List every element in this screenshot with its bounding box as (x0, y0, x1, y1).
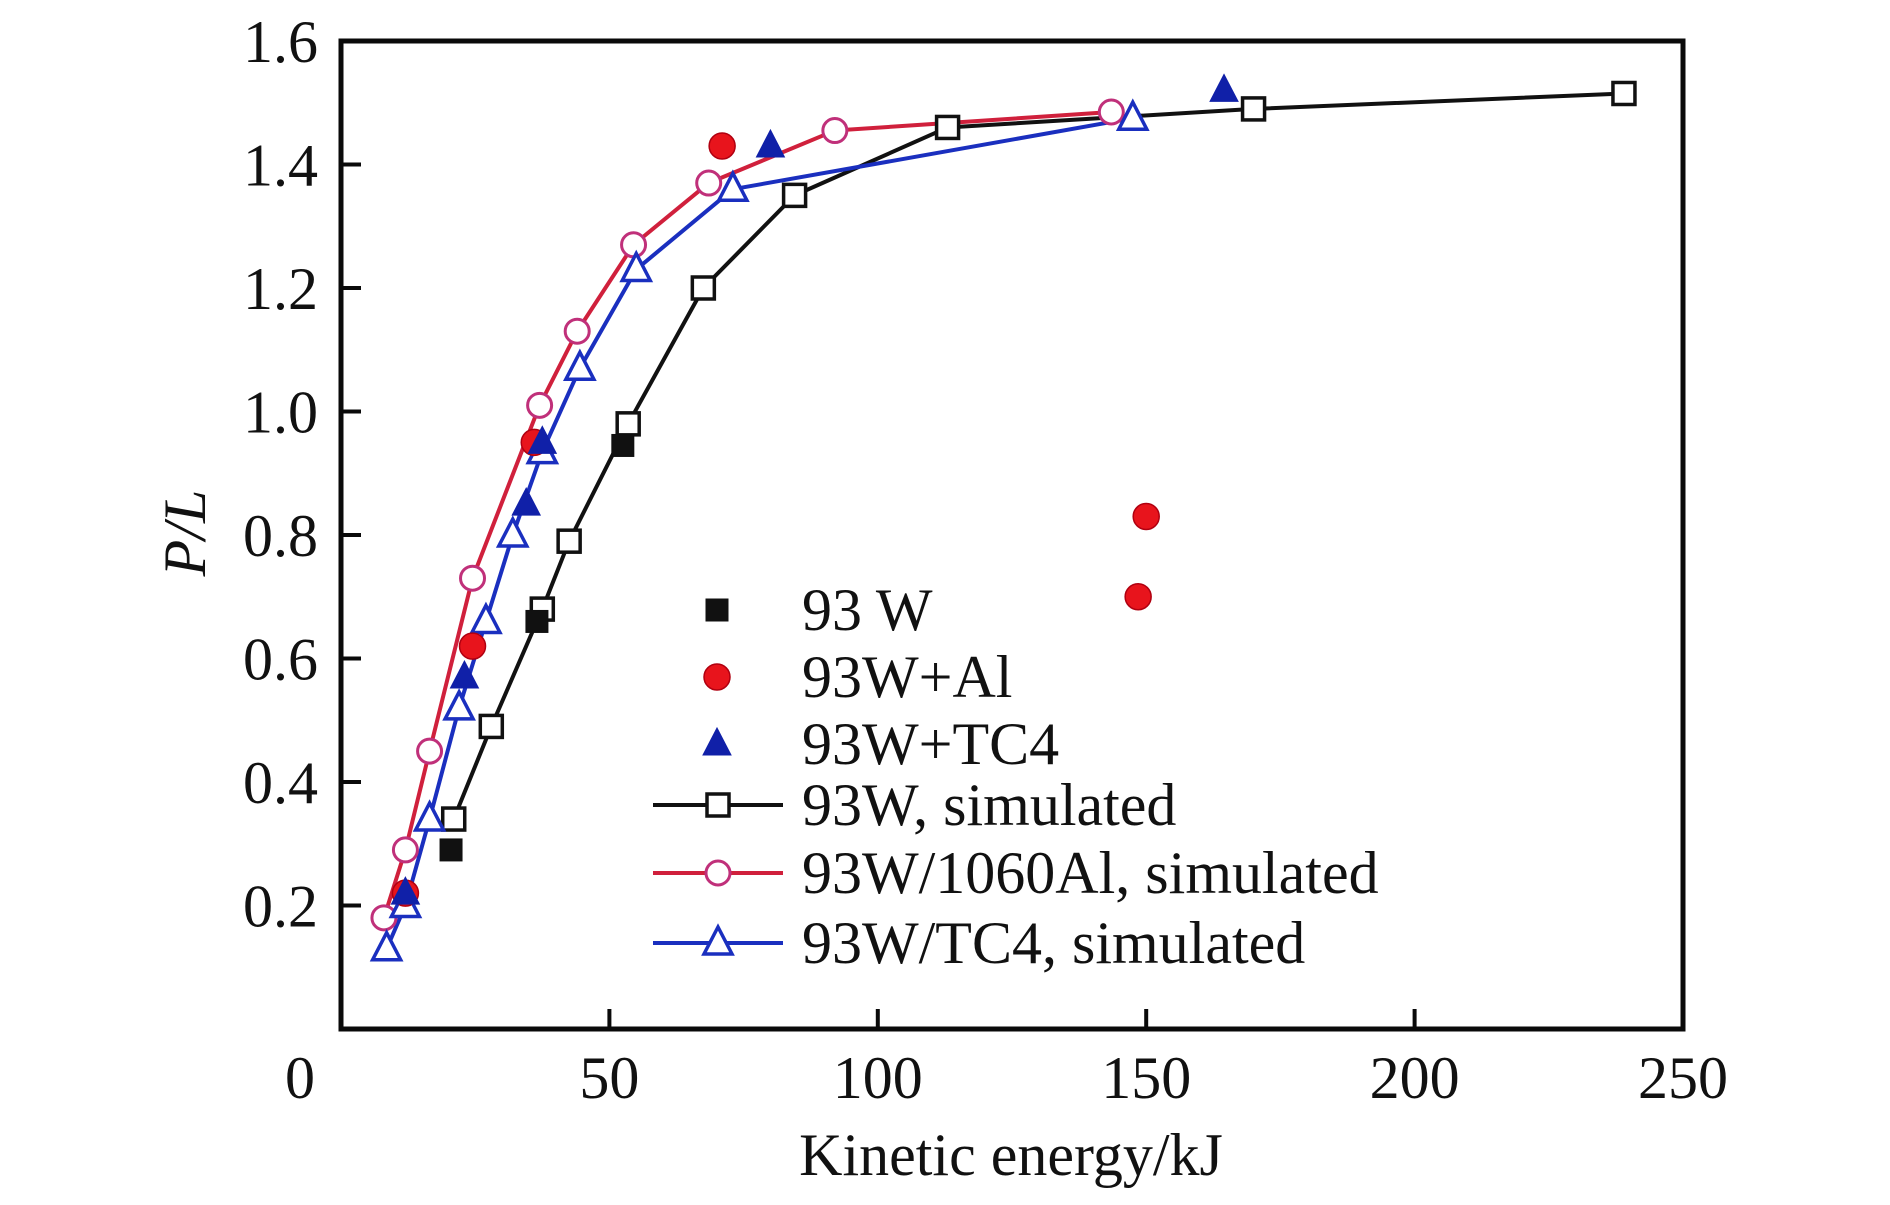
legend-item: 93W+Al (703, 644, 1012, 710)
x-tick-label: 200 (1370, 1045, 1460, 1111)
legend-label: 93W+Al (802, 644, 1012, 710)
legend-label: 93W+TC4 (802, 711, 1059, 777)
data-point (440, 806, 467, 832)
data-point (449, 659, 480, 689)
legend-item: 93 W (705, 577, 933, 643)
data-point (442, 688, 476, 721)
data-point (495, 515, 530, 548)
data-point (525, 609, 549, 633)
legend-marker (705, 792, 731, 818)
legend-item: 93W/TC4, simulated (653, 910, 1305, 976)
series-markers-0 (439, 433, 635, 862)
legend-item: 93W+TC4 (702, 711, 1059, 777)
x-tick-labels: 0 50 100 150 200 250 (285, 1045, 1728, 1111)
y-tick-label: 1.4 (243, 133, 318, 199)
x-tick-label: 100 (833, 1045, 923, 1111)
data-point (755, 128, 786, 158)
y-tick-label: 1.2 (243, 256, 318, 322)
legend-marker (701, 923, 735, 956)
legend-label: 93 W (802, 577, 933, 643)
legend-label: 93W, simulated (802, 772, 1176, 838)
data-point (1132, 502, 1160, 531)
data-point (416, 737, 444, 765)
legend-item: 93W, simulated (653, 772, 1176, 838)
data-point (934, 114, 961, 141)
x-tick-label: 250 (1638, 1045, 1728, 1111)
data-point (391, 836, 419, 864)
data-point (611, 433, 635, 457)
data-point (526, 391, 554, 419)
data-point (1209, 73, 1239, 102)
x-axis-title: Kinetic energy/kJ (799, 1122, 1223, 1188)
data-point (708, 132, 736, 160)
data-point (615, 411, 641, 437)
legend-label: 93W/1060Al, simulated (802, 840, 1379, 906)
data-point (511, 487, 542, 516)
plot-area (338, 38, 1686, 1032)
y-axis-title: P/L (152, 490, 218, 578)
x-tick-label: 150 (1101, 1045, 1191, 1111)
x-tick-label: 0 (285, 1045, 315, 1111)
data-point (1124, 583, 1152, 611)
legend-marker (705, 598, 729, 622)
y-tick-label: 0.8 (243, 503, 318, 569)
data-point (469, 601, 503, 635)
data-point (439, 838, 463, 862)
data-point (1611, 80, 1637, 107)
legend-marker (703, 663, 731, 691)
data-point (527, 425, 558, 454)
data-point (1115, 98, 1150, 131)
legend-marker (704, 859, 732, 887)
data-point (390, 876, 421, 905)
axis-ticks (341, 162, 1417, 1029)
data-point (695, 169, 723, 197)
x-tick-label: 50 (579, 1045, 639, 1111)
legend-label: 93W/TC4, simulated (802, 910, 1305, 976)
y-tick-label: 1.0 (243, 380, 318, 446)
y-tick-labels: 0.2 0.4 0.6 0.8 1.0 1.2 1.4 1.6 (243, 9, 318, 940)
data-point (412, 799, 447, 832)
data-point (821, 117, 849, 145)
data-point (1097, 98, 1125, 126)
data-point (459, 564, 487, 592)
legend-item: 93W/1060Al, simulated (653, 840, 1379, 906)
data-point (715, 169, 750, 202)
data-point (781, 182, 808, 209)
y-tick-label: 0.2 (243, 874, 318, 940)
y-tick-label: 0.6 (243, 627, 318, 693)
data-point (690, 275, 717, 301)
data-point (563, 317, 591, 345)
series-markers (369, 73, 1637, 962)
series-markers-4 (370, 98, 1125, 932)
legend-marker (702, 726, 732, 756)
series-markers-2 (390, 73, 1239, 905)
data-point (458, 632, 487, 660)
data-point (1240, 96, 1267, 122)
data-point (556, 528, 582, 554)
data-point (562, 348, 597, 382)
data-point (619, 249, 654, 283)
data-point (620, 231, 648, 259)
y-tick-label: 0.4 (243, 750, 318, 816)
data-point (478, 713, 505, 740)
y-tick-label: 1.6 (243, 9, 318, 75)
data-point (369, 928, 404, 962)
